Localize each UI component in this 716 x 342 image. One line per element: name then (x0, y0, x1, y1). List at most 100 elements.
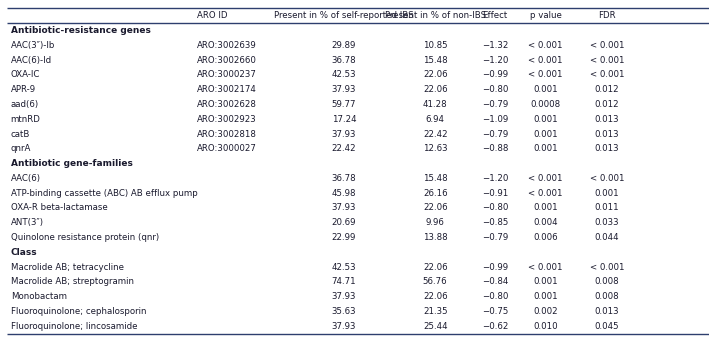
Text: 37.93: 37.93 (332, 85, 357, 94)
Text: ARO:3000027: ARO:3000027 (197, 144, 256, 153)
Text: < 0.001: < 0.001 (528, 189, 563, 198)
Text: 0.0008: 0.0008 (531, 100, 561, 109)
Text: 37.93: 37.93 (332, 130, 357, 139)
Text: 0.013: 0.013 (595, 307, 619, 316)
Text: −0.91: −0.91 (482, 189, 508, 198)
Text: FDR: FDR (599, 11, 616, 20)
Text: < 0.001: < 0.001 (590, 263, 624, 272)
Text: 59.77: 59.77 (332, 100, 357, 109)
Text: 35.63: 35.63 (332, 307, 357, 316)
Text: < 0.001: < 0.001 (528, 263, 563, 272)
Text: 0.001: 0.001 (533, 85, 558, 94)
Text: Macrolide AB; streptogramin: Macrolide AB; streptogramin (11, 277, 134, 286)
Text: AAC(6): AAC(6) (11, 174, 41, 183)
Text: 0.013: 0.013 (595, 144, 619, 153)
Text: Fluoroquinolone; lincosamide: Fluoroquinolone; lincosamide (11, 322, 137, 331)
Text: 0.006: 0.006 (533, 233, 558, 242)
Text: ARO:3002818: ARO:3002818 (197, 130, 256, 139)
Text: 22.06: 22.06 (423, 292, 448, 301)
Text: ARO:3002628: ARO:3002628 (197, 100, 256, 109)
Text: 15.48: 15.48 (423, 174, 448, 183)
Text: ARO:3002639: ARO:3002639 (197, 41, 256, 50)
Text: 42.53: 42.53 (332, 70, 357, 79)
Text: 0.008: 0.008 (595, 277, 619, 286)
Text: 37.93: 37.93 (332, 292, 357, 301)
Text: 12.63: 12.63 (423, 144, 448, 153)
Text: Present in % of self-reported IBS: Present in % of self-reported IBS (274, 11, 414, 20)
Text: OXA-R beta-lactamase: OXA-R beta-lactamase (11, 203, 107, 212)
Text: < 0.001: < 0.001 (528, 174, 563, 183)
Text: ARO:3000237: ARO:3000237 (197, 70, 256, 79)
Text: 0.001: 0.001 (533, 144, 558, 153)
Text: 0.012: 0.012 (595, 100, 619, 109)
Text: ATP-binding cassette (ABC) AB efflux pump: ATP-binding cassette (ABC) AB efflux pum… (11, 189, 198, 198)
Text: 0.012: 0.012 (595, 85, 619, 94)
Text: 42.53: 42.53 (332, 263, 357, 272)
Text: < 0.001: < 0.001 (528, 70, 563, 79)
Text: ARO ID: ARO ID (197, 11, 227, 20)
Text: Quinolone resistance protein (qnr): Quinolone resistance protein (qnr) (11, 233, 159, 242)
Text: Antibiotic gene-families: Antibiotic gene-families (11, 159, 132, 168)
Text: 22.42: 22.42 (332, 144, 357, 153)
Text: 26.16: 26.16 (423, 189, 448, 198)
Text: 0.002: 0.002 (533, 307, 558, 316)
Text: < 0.001: < 0.001 (590, 70, 624, 79)
Text: 20.69: 20.69 (332, 218, 357, 227)
Text: 0.008: 0.008 (595, 292, 619, 301)
Text: −0.99: −0.99 (482, 70, 508, 79)
Text: 0.033: 0.033 (595, 218, 619, 227)
Text: 0.004: 0.004 (533, 218, 558, 227)
Text: −0.62: −0.62 (482, 322, 508, 331)
Text: −1.20: −1.20 (482, 56, 508, 65)
Text: catB: catB (11, 130, 30, 139)
Text: −0.80: −0.80 (482, 292, 508, 301)
Text: < 0.001: < 0.001 (590, 56, 624, 65)
Text: 0.001: 0.001 (533, 292, 558, 301)
Text: 0.045: 0.045 (595, 322, 619, 331)
Text: OXA-IC: OXA-IC (11, 70, 40, 79)
Text: 74.71: 74.71 (332, 277, 357, 286)
Text: AAC(3″)-Ib: AAC(3″)-Ib (11, 41, 55, 50)
Text: 22.42: 22.42 (423, 130, 448, 139)
Text: 41.28: 41.28 (423, 100, 448, 109)
Text: 22.06: 22.06 (423, 85, 448, 94)
Text: 22.99: 22.99 (332, 233, 356, 242)
Text: −0.79: −0.79 (482, 233, 508, 242)
Text: −1.09: −1.09 (482, 115, 508, 124)
Text: 21.35: 21.35 (423, 307, 448, 316)
Text: < 0.001: < 0.001 (590, 174, 624, 183)
Text: 0.011: 0.011 (595, 203, 619, 212)
Text: 0.013: 0.013 (595, 115, 619, 124)
Text: ARO:3002660: ARO:3002660 (197, 56, 256, 65)
Text: −0.75: −0.75 (482, 307, 508, 316)
Text: −0.79: −0.79 (482, 100, 508, 109)
Text: 0.001: 0.001 (533, 277, 558, 286)
Text: −0.79: −0.79 (482, 130, 508, 139)
Text: AAC(6)-Id: AAC(6)-Id (11, 56, 52, 65)
Text: 0.013: 0.013 (595, 130, 619, 139)
Text: 0.001: 0.001 (533, 203, 558, 212)
Text: −1.32: −1.32 (482, 41, 508, 50)
Text: 15.48: 15.48 (423, 56, 448, 65)
Text: Monobactam: Monobactam (11, 292, 67, 301)
Text: Present in % of non-IBS: Present in % of non-IBS (384, 11, 485, 20)
Text: Antibiotic-resistance genes: Antibiotic-resistance genes (11, 26, 150, 35)
Text: 36.78: 36.78 (332, 174, 357, 183)
Text: −0.80: −0.80 (482, 203, 508, 212)
Text: 9.96: 9.96 (426, 218, 445, 227)
Text: 56.76: 56.76 (423, 277, 448, 286)
Text: APR-9: APR-9 (11, 85, 36, 94)
Text: ARO:3002923: ARO:3002923 (197, 115, 256, 124)
Text: 0.010: 0.010 (533, 322, 558, 331)
Text: mtnRD: mtnRD (11, 115, 41, 124)
Text: 0.001: 0.001 (595, 189, 619, 198)
Text: aad(6): aad(6) (11, 100, 39, 109)
Text: −0.88: −0.88 (482, 144, 508, 153)
Text: ANT(3″): ANT(3″) (11, 218, 44, 227)
Text: 37.93: 37.93 (332, 322, 357, 331)
Text: 36.78: 36.78 (332, 56, 357, 65)
Text: < 0.001: < 0.001 (528, 56, 563, 65)
Text: Class: Class (11, 248, 37, 257)
Text: 17.24: 17.24 (332, 115, 357, 124)
Text: 25.44: 25.44 (423, 322, 448, 331)
